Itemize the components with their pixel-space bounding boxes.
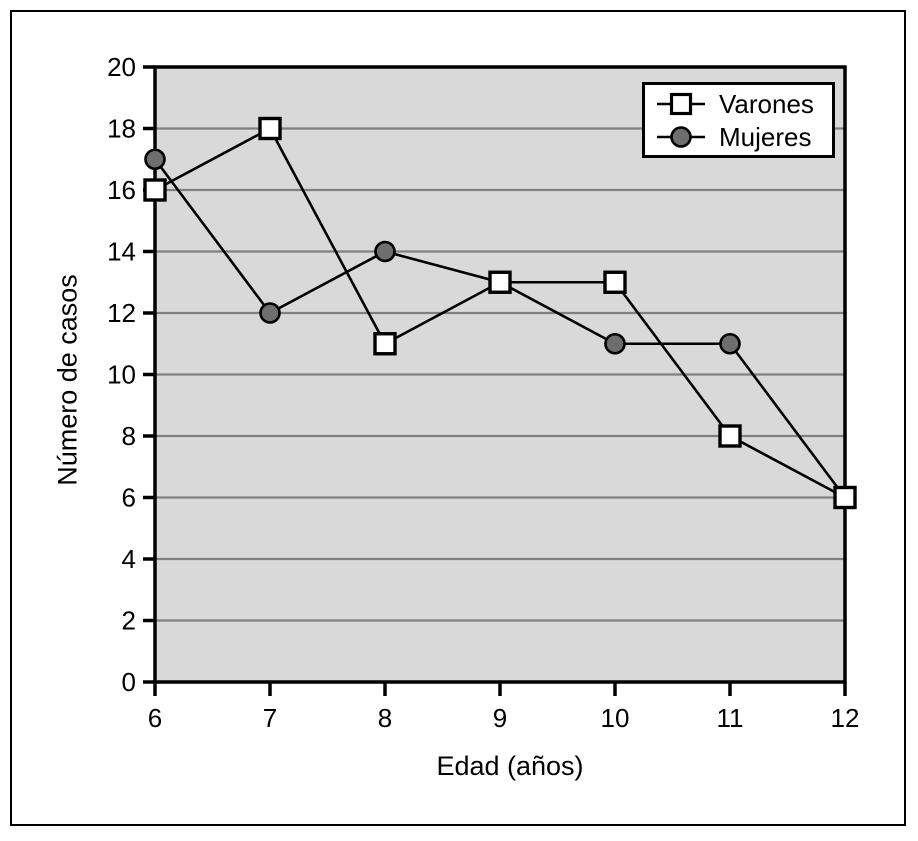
- data-point-mujeres-age-10: [604, 332, 626, 355]
- y-tick-label-6: 6: [122, 483, 136, 513]
- data-point-mujeres-age-11: [719, 332, 741, 355]
- data-point-varones-age-6: [143, 178, 167, 202]
- data-point-varones-age-11: [718, 424, 742, 448]
- data-point-mujeres-age-6: [144, 148, 166, 171]
- x-tick-label-12: 12: [831, 703, 860, 733]
- legend-item-varones: Varones: [656, 87, 832, 120]
- mujeres-circle-marker-icon: [657, 125, 705, 148]
- figure-frame: [10, 10, 906, 826]
- y-tick-label-8: 8: [122, 421, 136, 451]
- x-tick-label-7: 7: [263, 703, 277, 733]
- y-tick-label-20: 20: [107, 52, 136, 82]
- y-axis-title: Número de casos: [52, 274, 83, 486]
- data-point-varones-age-7: [258, 116, 282, 141]
- y-tick-label-4: 4: [122, 544, 136, 574]
- x-tick-label-10: 10: [601, 703, 630, 733]
- x-tick-label-9: 9: [493, 703, 507, 733]
- y-tick-label-18: 18: [107, 114, 136, 144]
- y-tick-label-14: 14: [107, 237, 136, 267]
- legend: Varones Mujeres: [642, 82, 835, 158]
- legend-label-mujeres: Mujeres: [719, 121, 812, 152]
- x-tick-label-11: 11: [717, 703, 744, 733]
- legend-label-varones: Varones: [719, 88, 814, 119]
- data-point-varones-age-8: [373, 332, 397, 356]
- x-axis-title: Edad (años): [436, 751, 584, 781]
- legend-item-mujeres: Mujeres: [656, 120, 832, 153]
- data-point-varones-age-12: [833, 485, 857, 510]
- data-point-mujeres-age-8: [374, 240, 396, 263]
- data-point-mujeres-age-7: [259, 302, 281, 324]
- y-tick-label-0: 0: [122, 667, 136, 697]
- data-point-varones-age-9: [488, 270, 512, 294]
- data-point-varones-age-10: [603, 270, 627, 294]
- varones-square-marker-icon: [657, 92, 705, 115]
- y-tick-label-10: 10: [107, 360, 136, 390]
- y-tick-label-2: 2: [122, 606, 136, 636]
- y-tick-label-12: 12: [107, 298, 136, 328]
- y-tick-label-16: 16: [107, 175, 136, 205]
- x-tick-label-8: 8: [378, 703, 392, 733]
- x-tick-label-6: 6: [148, 703, 162, 733]
